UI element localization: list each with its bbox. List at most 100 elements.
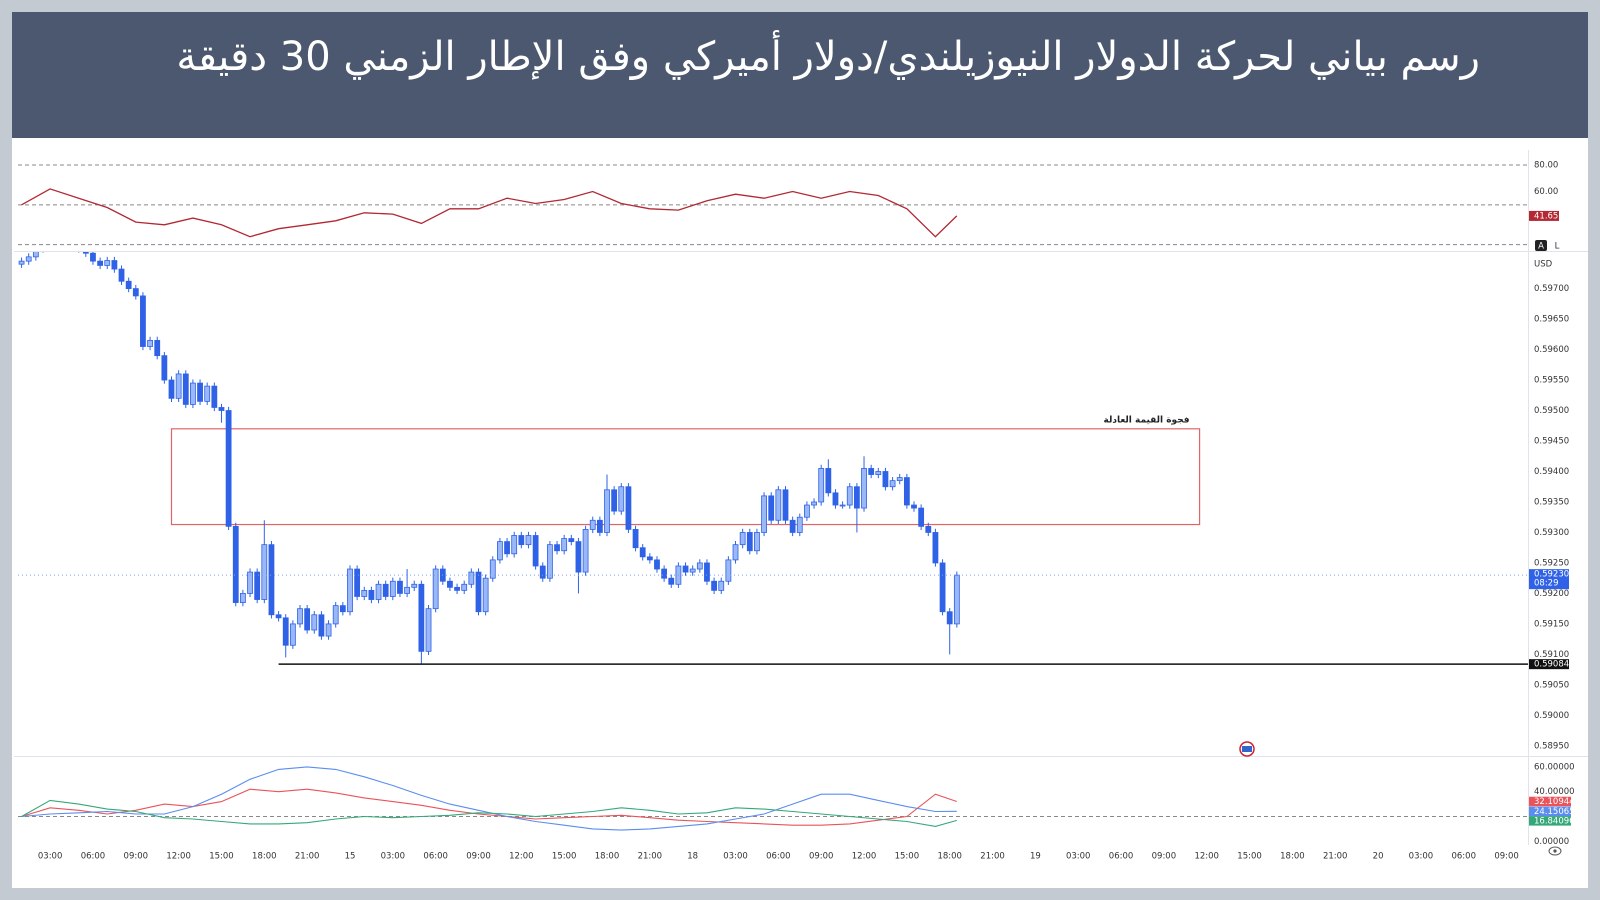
candle-body (625, 486, 632, 530)
x-tick-label: 03:00 (1409, 852, 1434, 862)
candle-body (218, 407, 225, 411)
candle-body (861, 468, 867, 509)
countdown-label: 08:29 (1534, 579, 1559, 589)
candle-body (818, 468, 825, 503)
candle-body (232, 525, 239, 603)
event-icon[interactable] (1239, 741, 1255, 757)
candle-body (511, 535, 518, 555)
x-tick-label: 09:00 (809, 852, 834, 862)
candle-body (746, 532, 753, 552)
support-tag (1529, 659, 1569, 670)
y-tick-label: 0.59350 (1534, 497, 1569, 507)
last-price-label: 0.59230 (1534, 570, 1569, 580)
candle-body (932, 532, 939, 564)
candle-body (896, 477, 903, 482)
candle-body (397, 580, 403, 594)
x-tick-label: 03:00 (723, 852, 748, 862)
candle-body (804, 504, 810, 518)
candle-body (90, 252, 96, 262)
x-tick-label: 15:00 (552, 852, 577, 862)
x-tick-label: 18 (687, 852, 698, 862)
candle-body (254, 571, 261, 600)
candle-body (411, 583, 418, 588)
scale-button-label[interactable]: A (1538, 242, 1544, 252)
candle-body (168, 379, 175, 399)
candle-body (190, 382, 196, 405)
x-tick-label: 18:00 (252, 852, 277, 862)
candle-body (782, 489, 789, 521)
candle-body (25, 256, 32, 262)
x-tick-label: 09:00 (466, 852, 491, 862)
x-tick-label: 03:00 (1066, 852, 1091, 862)
candle-body (497, 541, 503, 561)
y-tick-label: 0.59650 (1534, 315, 1569, 325)
dmi-tick-label: 40.00000 (1534, 787, 1575, 797)
candle-body (568, 538, 575, 543)
rsi-tick-label: 60.00 (1534, 187, 1558, 197)
candle-body (297, 608, 303, 625)
candle-body (532, 535, 539, 567)
candle-body (646, 556, 653, 561)
y-tick-label: 0.58950 (1534, 741, 1569, 751)
candle-body (668, 577, 675, 585)
candle-body (604, 489, 610, 533)
candle-body (432, 568, 439, 610)
candle-body (354, 568, 361, 597)
candle-body (789, 519, 796, 533)
chart-area (12, 138, 1588, 888)
candle-body (811, 501, 817, 506)
candle-body (447, 580, 453, 588)
x-tick-label: 06:00 (1109, 852, 1134, 862)
candle-body (247, 571, 253, 594)
dmi-tag (1529, 806, 1571, 817)
candle-body (404, 586, 411, 594)
settings-icon[interactable] (1548, 846, 1562, 856)
candle-body (732, 544, 739, 561)
candle-body (832, 492, 839, 506)
candle-body (518, 535, 525, 546)
x-tick-label: 15:00 (209, 852, 234, 862)
x-tick-label: 15:00 (1237, 852, 1262, 862)
y-tick-label: 0.59500 (1534, 406, 1569, 416)
candle-body (318, 614, 325, 637)
scale-button-label[interactable]: L (1555, 242, 1560, 252)
x-tick-label: 12:00 (509, 852, 534, 862)
y-tick-label: 0.59550 (1534, 376, 1569, 386)
x-tick-label: 21:00 (1323, 852, 1348, 862)
dmi-value-label: 16.84096 (1534, 816, 1575, 826)
zone-label: فجوة القيمة العادلة (1103, 415, 1189, 425)
candle-body (953, 574, 960, 625)
main-pane (18, 252, 1201, 665)
dmi-value-label: 32.10944 (1534, 797, 1575, 807)
candle-body (204, 385, 211, 402)
candle-body (911, 504, 917, 509)
candle-body (311, 614, 318, 631)
x-tick-label: 20 (1373, 852, 1384, 862)
candle-body (946, 611, 953, 625)
x-tick-label: 15 (345, 852, 356, 862)
candle-body (589, 519, 596, 530)
candle-body (140, 295, 146, 347)
rsi-tag (1529, 210, 1559, 221)
candle-body (489, 559, 496, 579)
candle-body (839, 504, 846, 507)
candle-body (339, 605, 346, 613)
candle-body (504, 541, 510, 555)
chart-title: رسم بياني لحركة الدولار النيوزيلندي/دولا… (176, 34, 1480, 80)
x-tick-label: 06:00 (1451, 852, 1476, 862)
dmi-line (21, 799, 957, 827)
y-tick-label: 0.59400 (1534, 467, 1569, 477)
y-tick-label: 0.59600 (1534, 345, 1569, 355)
candle-body (561, 538, 568, 552)
candle-body (82, 252, 89, 254)
rsi-line (21, 188, 958, 238)
x-tick-label: 12:00 (166, 852, 191, 862)
candle-body (454, 586, 460, 591)
candle-body (903, 477, 910, 506)
candle-body (418, 583, 425, 652)
currency-label: USD (1534, 260, 1553, 270)
candle-body (282, 617, 289, 646)
rsi-tick-label: 80.00 (1534, 160, 1558, 170)
candle-body (425, 608, 432, 652)
